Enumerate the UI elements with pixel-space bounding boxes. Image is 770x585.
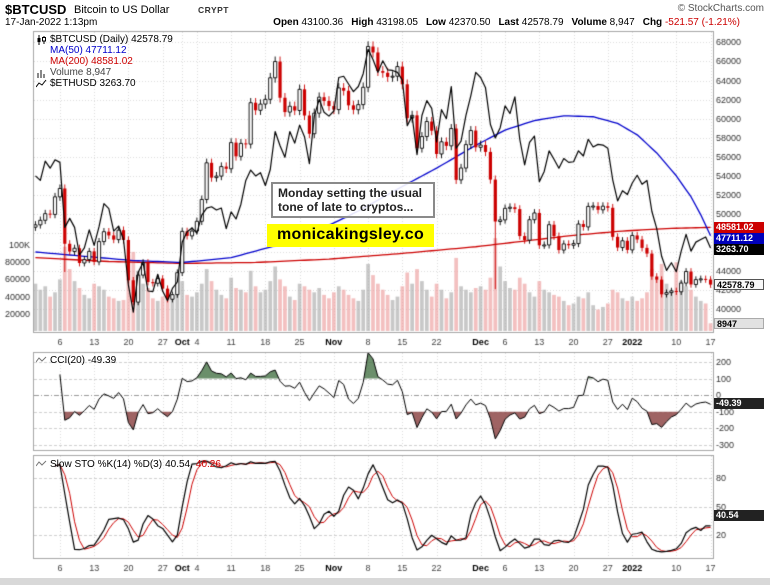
- ma50-value-box: 47711.12: [714, 232, 764, 244]
- bottom-bar: [0, 578, 770, 585]
- quote-stat: Open 43100.36: [273, 17, 344, 28]
- sto-d-value: 40.26: [195, 459, 221, 470]
- legend-item-label: $BTCUSD (Daily) 42578.79: [50, 34, 173, 45]
- legend-item-label: Volume 8,947: [50, 67, 112, 78]
- quote-stat: Last 42578.79: [498, 17, 564, 28]
- symbol-description: Bitcoin to US Dollar: [74, 4, 170, 16]
- cci-legend-label: CCI(20) -49.39: [50, 355, 117, 366]
- indicator-icon: [35, 459, 47, 469]
- header: $BTCUSD Bitcoin to US Dollar CRYPT © Sto…: [0, 0, 770, 30]
- line-icon: [35, 79, 47, 89]
- legend-spacer-icon: [36, 46, 47, 56]
- volume-icon: [36, 68, 47, 78]
- legend-item: MA(200) 48581.02: [36, 56, 173, 67]
- eth-value-box: 3263.70: [714, 243, 764, 255]
- quote-stat: Volume 8,947: [571, 17, 635, 28]
- quote-stats: Open 43100.36 High 43198.05 Low 42370.50 La…: [265, 17, 740, 28]
- sto-k-value: 40.54,: [165, 459, 193, 470]
- legend-item-label: MA(200) 48581.02: [50, 56, 133, 67]
- candlestick-icon: [36, 34, 47, 45]
- legend-item: MA(50) 47711.12: [36, 45, 173, 56]
- legend-item: $ETHUSD 3263.70: [35, 78, 173, 89]
- sto-legend-label: Slow STO %K(14) %D(3): [50, 459, 163, 470]
- legend-item-label: $ETHUSD 3263.70: [50, 78, 136, 89]
- quote-stat: Low 42370.50: [425, 17, 491, 28]
- quote-stat: High 43198.05: [351, 17, 418, 28]
- symbol: $BTCUSD: [5, 2, 67, 17]
- last-price-box: 42578.79: [714, 279, 764, 291]
- quote-stat: Chg -521.57 (-1.21%): [642, 17, 740, 28]
- watermark: monicakingsley.co: [267, 224, 435, 247]
- indicator-icon: [35, 355, 47, 365]
- exchange-label: CRYPT: [198, 5, 229, 15]
- legend-spacer-icon: [36, 57, 47, 67]
- datetime: 17-Jan-2022 1:13pm: [5, 17, 98, 28]
- main-legend: $BTCUSD (Daily) 42578.79 MA(50) 47711.12 M…: [35, 34, 173, 89]
- legend-item-label: MA(50) 47711.12: [50, 45, 127, 56]
- copyright: © StockCharts.com: [677, 3, 764, 14]
- legend-item: $BTCUSD (Daily) 42578.79: [36, 34, 173, 45]
- volume-value-box: 8947: [714, 317, 764, 329]
- ma200-value-box: 48581.02: [714, 221, 764, 233]
- annotation-box: Monday setting the usual tone of late to…: [271, 182, 435, 218]
- sto-value-box: 40.54: [714, 510, 764, 522]
- sto-legend: Slow STO %K(14) %D(3) 40.54, 40.26: [35, 459, 221, 470]
- cci-value-box: -49.39: [714, 397, 764, 409]
- cci-legend: CCI(20) -49.39: [35, 355, 117, 366]
- legend-item: Volume 8,947: [36, 67, 173, 78]
